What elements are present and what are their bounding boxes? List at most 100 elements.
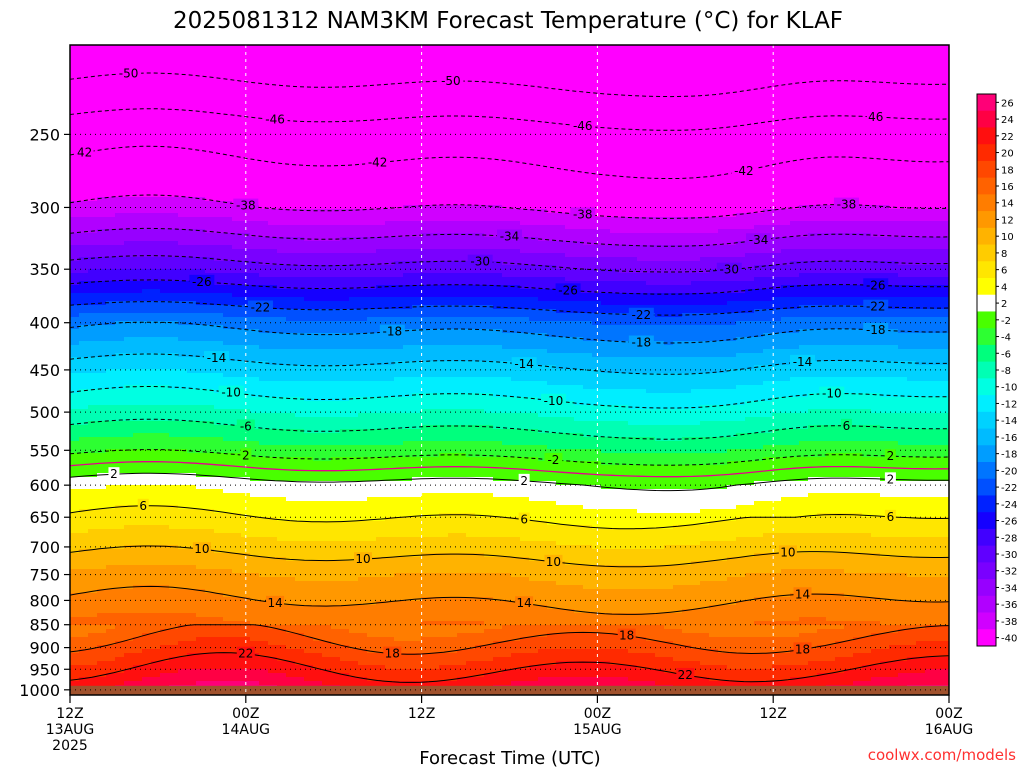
contour-label: -18	[382, 325, 402, 339]
colorbar-label: -40	[1001, 634, 1017, 645]
colorbar-swatch	[977, 294, 996, 312]
colorbar-label: -34	[1001, 583, 1017, 594]
colorbar-swatch	[977, 328, 996, 346]
colorbar-swatch	[977, 545, 996, 563]
colorbar-label: -20	[1001, 466, 1017, 477]
colorbar-swatch	[977, 512, 996, 530]
contour-label-bg	[108, 467, 120, 481]
x-tick-label: 14AUG	[222, 722, 271, 738]
y-tick-label: 900	[29, 639, 60, 658]
colorbar-swatch	[977, 595, 996, 613]
y-tick-label: 500	[29, 403, 60, 422]
colorbar-swatch	[977, 411, 996, 429]
contour-label-bg	[438, 73, 464, 87]
x-tick-label: 12Z	[56, 706, 83, 722]
contour-label-bg	[518, 512, 530, 526]
contour-label: 10	[780, 545, 795, 559]
colorbar-label: 18	[1001, 165, 1014, 176]
contour-label-bg	[863, 278, 889, 292]
credit-link[interactable]: coolwx.com/models	[868, 746, 1016, 764]
contour-label-bg	[518, 473, 530, 487]
contour-label-bg	[884, 449, 896, 463]
contour-label-bg	[819, 386, 845, 400]
contour-label: 6	[843, 419, 851, 433]
colorbar-swatch	[977, 462, 996, 480]
contour-label: 6	[887, 510, 895, 524]
contour-label: -34	[500, 230, 520, 244]
colorbar-label: -12	[1001, 399, 1017, 410]
colorbar-label: -8	[1001, 366, 1011, 377]
colorbar-swatch	[977, 528, 996, 547]
x-tick-label: 16AUG	[925, 722, 974, 738]
colorbar-swatch	[977, 244, 996, 262]
colorbar-label: -18	[1001, 450, 1017, 461]
contour-label-bg	[676, 667, 695, 681]
contour-label: -22	[632, 308, 652, 322]
colorbar-swatch	[977, 395, 996, 413]
colorbar-label: -16	[1001, 433, 1017, 444]
colorbar-label: 22	[1001, 132, 1014, 143]
contour-label: -30	[719, 263, 739, 277]
x-tick-label: 00Z	[935, 706, 962, 722]
contour-label-bg	[365, 155, 391, 169]
contour-label: 14	[267, 596, 282, 610]
contour-label: 18	[385, 647, 400, 661]
colorbar-swatch	[977, 629, 996, 647]
contour-line	[70, 461, 949, 478]
contour-label-bg	[570, 119, 596, 133]
colorbar-label: 14	[1001, 199, 1014, 210]
contour-label: -10	[822, 387, 842, 401]
y-tick-label: 850	[29, 616, 60, 635]
contour-label-bg	[863, 299, 889, 313]
contour-label: 2	[887, 472, 895, 486]
colorbar-swatch	[977, 127, 996, 145]
contour-line	[70, 505, 949, 530]
x-tick-label: 12Z	[759, 706, 786, 722]
contour-label-bg	[266, 595, 285, 609]
contour-label-bg	[778, 545, 797, 559]
y-tick-label: 450	[29, 361, 60, 380]
contour-label-bg	[544, 452, 563, 466]
contour-labels: -50 -50 -46 -46 46 42 -42 -42 -38 -38 -38 -34 -34 -30…	[75, 66, 896, 682]
contour-label-bg	[515, 596, 534, 610]
contour-label-bg	[204, 351, 229, 365]
contour-lines	[70, 72, 949, 683]
colorbar: 26 24 22 20 18 16 14 12 10 8 6 4 2 -2 -4 -6 -8 -10 -12 -14 -…	[976, 93, 1017, 647]
contour-label: 18	[795, 642, 810, 656]
contour-label: 2	[242, 448, 250, 462]
contour-label-bg	[497, 229, 522, 243]
contour-label-bg	[793, 587, 812, 601]
contour-label: -14	[793, 355, 813, 369]
contour-label: 2	[887, 449, 895, 463]
contour-label-bg	[236, 646, 255, 660]
contour-label-bg	[840, 418, 852, 432]
colorbar-swatch	[977, 144, 996, 162]
contour-label: -42	[734, 164, 754, 178]
x-tick-label: 2025	[52, 738, 88, 754]
contour-label: -50	[441, 74, 461, 88]
x-tick-label: 12Z	[408, 706, 435, 722]
contour-label-bg	[189, 274, 215, 288]
contour-label-bg	[236, 419, 255, 433]
y-tick-label: 350	[29, 260, 60, 279]
contour-line	[70, 545, 949, 568]
colorbar-swatch	[977, 94, 996, 112]
y-tick-label: 650	[29, 508, 60, 527]
contour-label-bg	[544, 554, 563, 568]
contour-label-bg	[555, 283, 581, 297]
contour-label: -34	[749, 233, 769, 247]
colorbar-swatch	[977, 495, 996, 513]
contour-label: -38	[837, 198, 857, 212]
contour-label-bg	[262, 112, 288, 126]
contour-label-bg	[192, 542, 211, 556]
contour-label: -46	[573, 119, 593, 133]
colorbar-swatch	[977, 344, 996, 363]
colorbar-label: -38	[1001, 617, 1017, 628]
contour-label-bg	[354, 552, 372, 566]
contour-label: 22	[238, 647, 253, 661]
colorbar-swatch	[977, 478, 996, 496]
contour-label: -26	[866, 278, 886, 292]
colorbar-swatch	[977, 227, 996, 245]
